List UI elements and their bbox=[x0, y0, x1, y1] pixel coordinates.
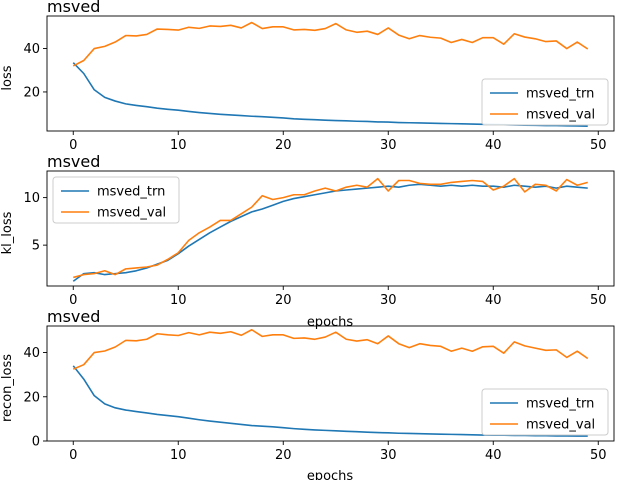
subplot-kl-loss-title: msved bbox=[47, 152, 100, 171]
subplot-recon-loss-xtick-label: 0 bbox=[69, 448, 77, 463]
subplot-loss-legend: msved_trn msved_val bbox=[481, 78, 609, 126]
subplot-recon-loss-title: msved bbox=[47, 307, 100, 326]
subplot-kl-loss-xlabel: epochs bbox=[307, 315, 354, 330]
subplot-kl-loss-ytick-label: 5 bbox=[32, 239, 40, 254]
subplot-recon-loss-legend-label-msved_trn: msved_trn bbox=[526, 397, 594, 412]
subplot-loss-xtick-label: 20 bbox=[275, 138, 292, 153]
subplot-loss-legend-label-msved_val: msved_val bbox=[526, 108, 595, 123]
subplot-loss-xtick-label: 40 bbox=[485, 138, 502, 153]
subplot-loss-legend-label-msved_trn: msved_trn bbox=[526, 87, 594, 102]
subplot-kl-loss-series-msved_val bbox=[73, 177, 588, 279]
subplot-loss-xtick-label: 50 bbox=[590, 138, 607, 153]
subplot-recon-loss-axes-frame bbox=[46, 325, 615, 442]
subplot-kl-loss-xtick-label: 20 bbox=[275, 293, 292, 308]
subplot-recon-loss-ytick-label: 40 bbox=[23, 346, 40, 361]
subplot-recon-loss-xtick-label: 40 bbox=[485, 448, 502, 463]
subplot-kl-loss-ytick-label: 10 bbox=[23, 191, 40, 206]
subplot-recon-loss-xtick-label: 10 bbox=[170, 448, 187, 463]
subplot-recon-loss-legend: msved_trn msved_val bbox=[481, 388, 609, 436]
subplot-recon-loss-series-msved_val bbox=[72, 328, 589, 370]
subplot-kl-loss-legend: msved_trn msved_val bbox=[52, 176, 180, 224]
subplot-loss: msved loss 0 10 20 30 40 502040msved_trnmsved… bbox=[0, 0, 615, 153]
subplot-loss-axes-frame bbox=[46, 15, 615, 132]
subplot-kl-loss-axes-frame bbox=[46, 170, 615, 287]
subplot-loss-title: msved bbox=[47, 0, 100, 16]
subplot-recon-loss-xtick-label: 30 bbox=[380, 448, 397, 463]
subplot-recon-loss-ylabel: recon_loss bbox=[0, 354, 15, 422]
subplot-kl-loss-xtick-label: 30 bbox=[380, 293, 397, 308]
subplot-recon-loss-xlabel: epochs bbox=[307, 469, 354, 480]
subplot-recon-loss-ytick-label: 0 bbox=[32, 435, 40, 450]
subplot-loss-xtick-label: 0 bbox=[69, 138, 77, 153]
subplot-loss-ytick-label: 20 bbox=[23, 85, 40, 100]
subplot-recon-loss-ytick-label: 20 bbox=[23, 390, 40, 405]
subplot-loss-ytick-label: 40 bbox=[23, 42, 40, 57]
subplot-kl-loss-xtick-label: 50 bbox=[590, 293, 607, 308]
subplot-loss-series-msved_val bbox=[72, 21, 589, 67]
subplot-kl-loss-legend-label-msved_trn: msved_trn bbox=[97, 185, 165, 200]
subplot-loss-xtick-label: 30 bbox=[380, 138, 397, 153]
subplot-kl-loss-xtick-label: 0 bbox=[69, 293, 77, 308]
subplot-kl-loss-xtick-label: 40 bbox=[485, 293, 502, 308]
subplot-kl-loss-ylabel: kl_loss bbox=[0, 211, 15, 254]
subplot-kl-loss: msved kl_loss epochs 0 10 20 30 40 50 5 10 msved… bbox=[0, 152, 615, 330]
subplot-recon-loss: msved recon_loss epochs 0 10 20 30 40 50 0 20 40… bbox=[0, 307, 615, 480]
subplot-recon-loss-xtick-label: 50 bbox=[590, 448, 607, 463]
subplot-loss-ylabel: loss bbox=[0, 65, 15, 90]
subplot-recon-loss-legend-label-msved_val: msved_val bbox=[526, 418, 595, 433]
subplot-recon-loss-xtick-label: 20 bbox=[275, 448, 292, 463]
subplot-kl-loss-xtick-label: 10 bbox=[170, 293, 187, 308]
subplot-kl-loss-legend-label-msved_val: msved_val bbox=[97, 206, 166, 221]
subplot-loss-xtick-label: 10 bbox=[170, 138, 187, 153]
